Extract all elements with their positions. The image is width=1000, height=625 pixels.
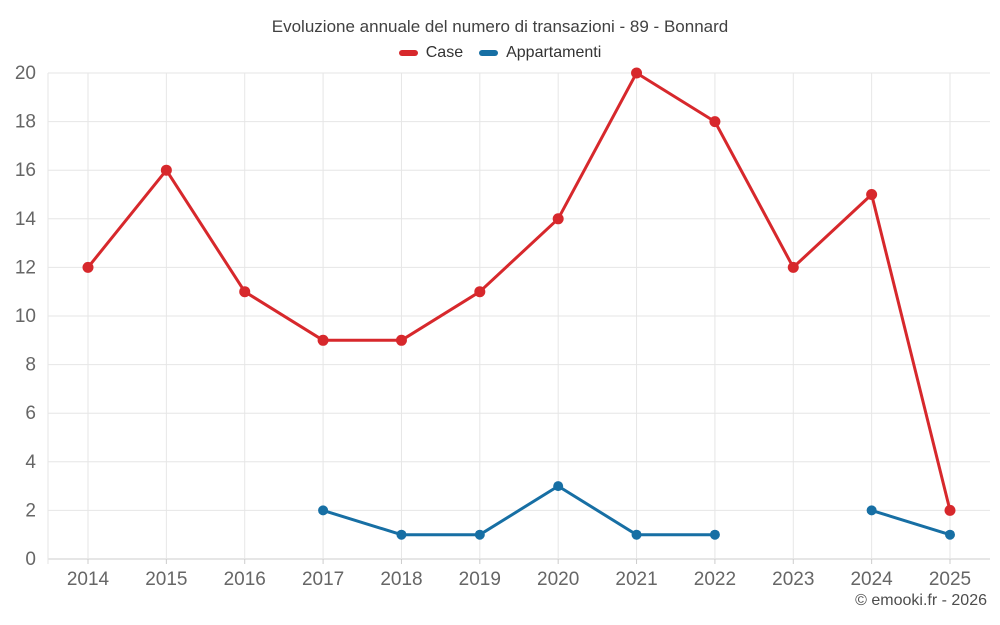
x-tick-label: 2021 [615,569,657,590]
y-gridlines [48,72,990,560]
x-tick-label: 2017 [302,569,344,590]
data-point[interactable] [474,286,486,298]
y-tick-label: 8 [25,355,36,376]
data-point[interactable] [866,505,877,516]
data-point[interactable] [945,529,955,540]
x-tick-label: 2025 [929,569,971,590]
legend-label-case: Case [425,44,464,61]
legend-item-appartamenti[interactable]: Appartamenti [479,44,601,62]
y-tick-label: 0 [25,549,36,570]
x-tick-label: 2019 [459,569,501,590]
y-tick-label: 4 [25,452,36,473]
data-point[interactable] [160,164,172,176]
data-point[interactable] [944,504,956,516]
series-case [82,67,956,516]
credit-link[interactable]: © emooki.fr - 2026 [855,592,987,609]
data-point[interactable] [317,334,329,346]
data-point[interactable] [82,261,94,273]
case-series-swatch-icon [398,50,418,56]
x-gridlines [47,73,951,564]
x-tick-label: 2014 [67,569,110,590]
data-point[interactable] [709,116,721,128]
y-tick-label: 20 [15,63,36,84]
x-tick-label: 2015 [145,569,187,590]
data-point[interactable] [474,529,485,540]
y-tick-label: 16 [15,160,36,181]
data-point[interactable] [631,67,643,79]
chart-title: Evoluzione annuale del numero di transaz… [271,17,729,36]
x-tick-label: 2024 [850,569,893,590]
data-point[interactable] [318,505,329,516]
y-tick-label: 12 [15,257,36,278]
data-point[interactable] [395,334,407,346]
data-point[interactable] [553,481,564,492]
data-point[interactable] [396,529,407,540]
x-tick-label: 2020 [537,569,579,590]
y-tick-label: 14 [15,209,37,230]
data-point[interactable] [239,286,251,298]
legend: Case Appartamenti [0,44,1000,62]
legend-item-case[interactable]: Case [398,44,464,62]
legend-label-appartamenti: Appartamenti [506,44,602,61]
x-tick-label: 2023 [772,569,814,590]
data-point[interactable] [709,529,720,540]
y-tick-label: 10 [15,306,36,327]
x-axis-labels: 2014 2015 2016 2017 2018 2019 2020 2021 2022 2023… [67,569,971,590]
x-tick-label: 2022 [694,569,736,590]
data-point[interactable] [631,529,642,540]
x-tick-label: 2016 [224,569,266,590]
data-point[interactable] [787,261,799,273]
y-tick-label: 6 [25,403,36,424]
series-appartamenti [318,481,955,540]
data-point[interactable] [866,189,878,200]
y-tick-label: 18 [15,112,36,133]
x-tick-label: 2018 [380,569,422,590]
appartamenti-series-swatch-icon [479,50,499,56]
data-point[interactable] [552,213,564,225]
y-tick-label: 2 [25,500,36,521]
y-axis-labels: 0 2 4 6 8 10 12 14 16 18 20 [15,63,37,570]
